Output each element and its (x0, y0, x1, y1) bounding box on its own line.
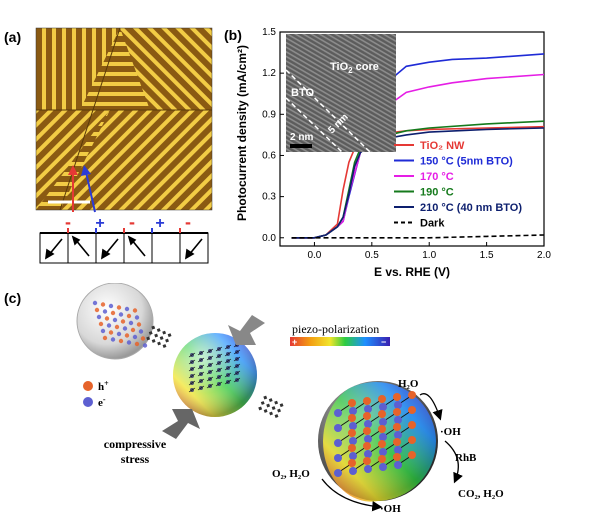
x-tick-label: 0.5 (365, 250, 379, 261)
afm-image (35, 27, 213, 211)
domain-sign-4: + (155, 215, 164, 232)
transition-arrows-2 (258, 395, 284, 418)
tem-inset: TiO2 core BTO 5 nm 2 nm (285, 34, 396, 153)
legend-label: 150 °C (5nm BTO) (420, 156, 513, 168)
y-tick-label: 1.5 (262, 27, 276, 38)
y-axis-label: Photocurrent density (mA/cm²) (235, 45, 249, 221)
panel-c-label: (c) (4, 290, 21, 306)
polarization-arrows (45, 235, 203, 260)
panel-b: (b) 0.0 0.5 1.0 1.5 2.0 0.0 0.3 0.6 0.9 1.2 1.5 Ti… (222, 0, 600, 285)
chart-ticks: 0.0 0.5 1.0 1.5 2.0 0.0 0.3 0.6 0.9 1.2 1.5 (262, 27, 551, 261)
x-tick-label: 0.0 (307, 250, 321, 261)
unstrained-particle (76, 283, 154, 360)
panel-a-label: (a) (4, 29, 21, 45)
stress-arrow-top (228, 315, 265, 345)
stress-arrow-bottom (162, 409, 200, 439)
oh-top-label: ·OH (440, 426, 461, 438)
electron-label: e- (98, 395, 106, 409)
polarization-label: piezo-polarization (292, 322, 379, 336)
stress-label-line1: compressive (104, 437, 167, 451)
panel-b-label: (b) (224, 27, 242, 43)
x-tick-label: 1.5 (480, 250, 494, 261)
blue-arrow (85, 171, 96, 213)
x-tick-label: 2.0 (537, 250, 551, 261)
reactants-label: O₂, H₂O (272, 468, 310, 480)
domain-boxes (39, 232, 209, 264)
y-tick-label: 1.2 (262, 68, 276, 79)
reaction-arrow-rhb (444, 440, 463, 484)
legend-label: 210 °C (40 nm BTO) (420, 202, 522, 214)
domain-sign-1: - (65, 212, 71, 232)
y-tick-label: 0.9 (262, 109, 276, 120)
domain-sign-5: - (185, 212, 191, 232)
transition-arrows-1 (146, 325, 172, 348)
domain-sign-2: + (95, 215, 104, 232)
legend-label: Dark (420, 218, 445, 230)
inset-scale-label: 2 nm (290, 132, 313, 143)
legend-label: 170 °C (420, 171, 454, 183)
inset-scale-bar (290, 144, 312, 148)
panel-c-figure: (c) piezo-polarization + − h+ e- compres… (4, 283, 504, 515)
chart-legend: TiO₂ NW 150 °C (5nm BTO) 170 °C 190 °C 210 °… (394, 140, 522, 230)
hole-marker (83, 381, 93, 391)
panel-a: - + - + - (a) (0, 0, 220, 280)
products-label: CO₂, H₂O (458, 488, 504, 500)
y-tick-label: 0.3 (262, 192, 276, 203)
x-axis-label: E vs. RHE (V) (374, 265, 450, 279)
y-tick-label: 0.0 (262, 233, 276, 244)
reaction-arrow-top (419, 393, 443, 421)
reaction-arrow-bottom (321, 478, 383, 512)
legend-label: TiO₂ NW (420, 140, 465, 152)
polarization-plus: + (292, 337, 297, 347)
rhb-label: RhB (455, 452, 477, 464)
catalysis-particle (318, 381, 438, 502)
polarization-bar (290, 337, 390, 346)
series-line (291, 127, 545, 239)
inset-shell-label: BTO (291, 87, 314, 99)
series-line (291, 234, 545, 239)
plot-frame (279, 31, 545, 247)
polarization-minus: − (381, 337, 386, 347)
strained-particle (173, 333, 257, 417)
y-tick-label: 0.6 (262, 150, 276, 161)
chart-axes (279, 31, 545, 247)
inset-core-label: TiO2 core (330, 61, 379, 75)
panel-c: (c) piezo-polarization + − h+ e- compres… (0, 283, 600, 520)
hole-label: h+ (98, 379, 109, 393)
domain-sign-3: - (129, 212, 135, 232)
legend-label: 190 °C (420, 187, 454, 199)
panel-a-figure: - + - + - (a) (4, 27, 213, 264)
oh-bottom-label: ·OH (380, 503, 401, 515)
electron-marker (83, 397, 93, 407)
water-top-label: H₂O (398, 378, 419, 390)
photocurrent-chart: (b) 0.0 0.5 1.0 1.5 2.0 0.0 0.3 0.6 0.9 1.2 1.5 Ti… (224, 27, 551, 279)
stress-label-line2: stress (121, 452, 150, 466)
x-tick-label: 1.0 (422, 250, 436, 261)
